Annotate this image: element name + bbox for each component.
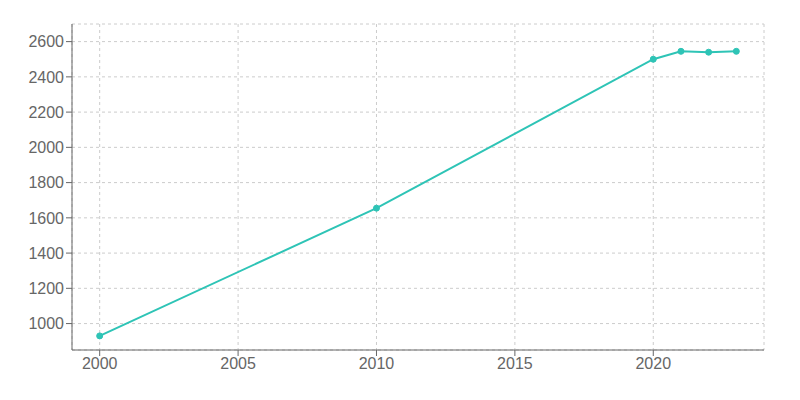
svg-text:1800: 1800 [28, 174, 64, 191]
svg-text:1400: 1400 [28, 245, 64, 262]
svg-text:1600: 1600 [28, 210, 64, 227]
svg-text:2600: 2600 [28, 33, 64, 50]
svg-text:1000: 1000 [28, 315, 64, 332]
svg-text:2020: 2020 [635, 355, 671, 372]
svg-text:2400: 2400 [28, 69, 64, 86]
svg-text:1200: 1200 [28, 280, 64, 297]
svg-text:2000: 2000 [28, 139, 64, 156]
svg-text:2000: 2000 [82, 355, 118, 372]
svg-text:2200: 2200 [28, 104, 64, 121]
svg-text:2015: 2015 [497, 355, 533, 372]
svg-text:2010: 2010 [359, 355, 395, 372]
svg-text:2005: 2005 [220, 355, 256, 372]
